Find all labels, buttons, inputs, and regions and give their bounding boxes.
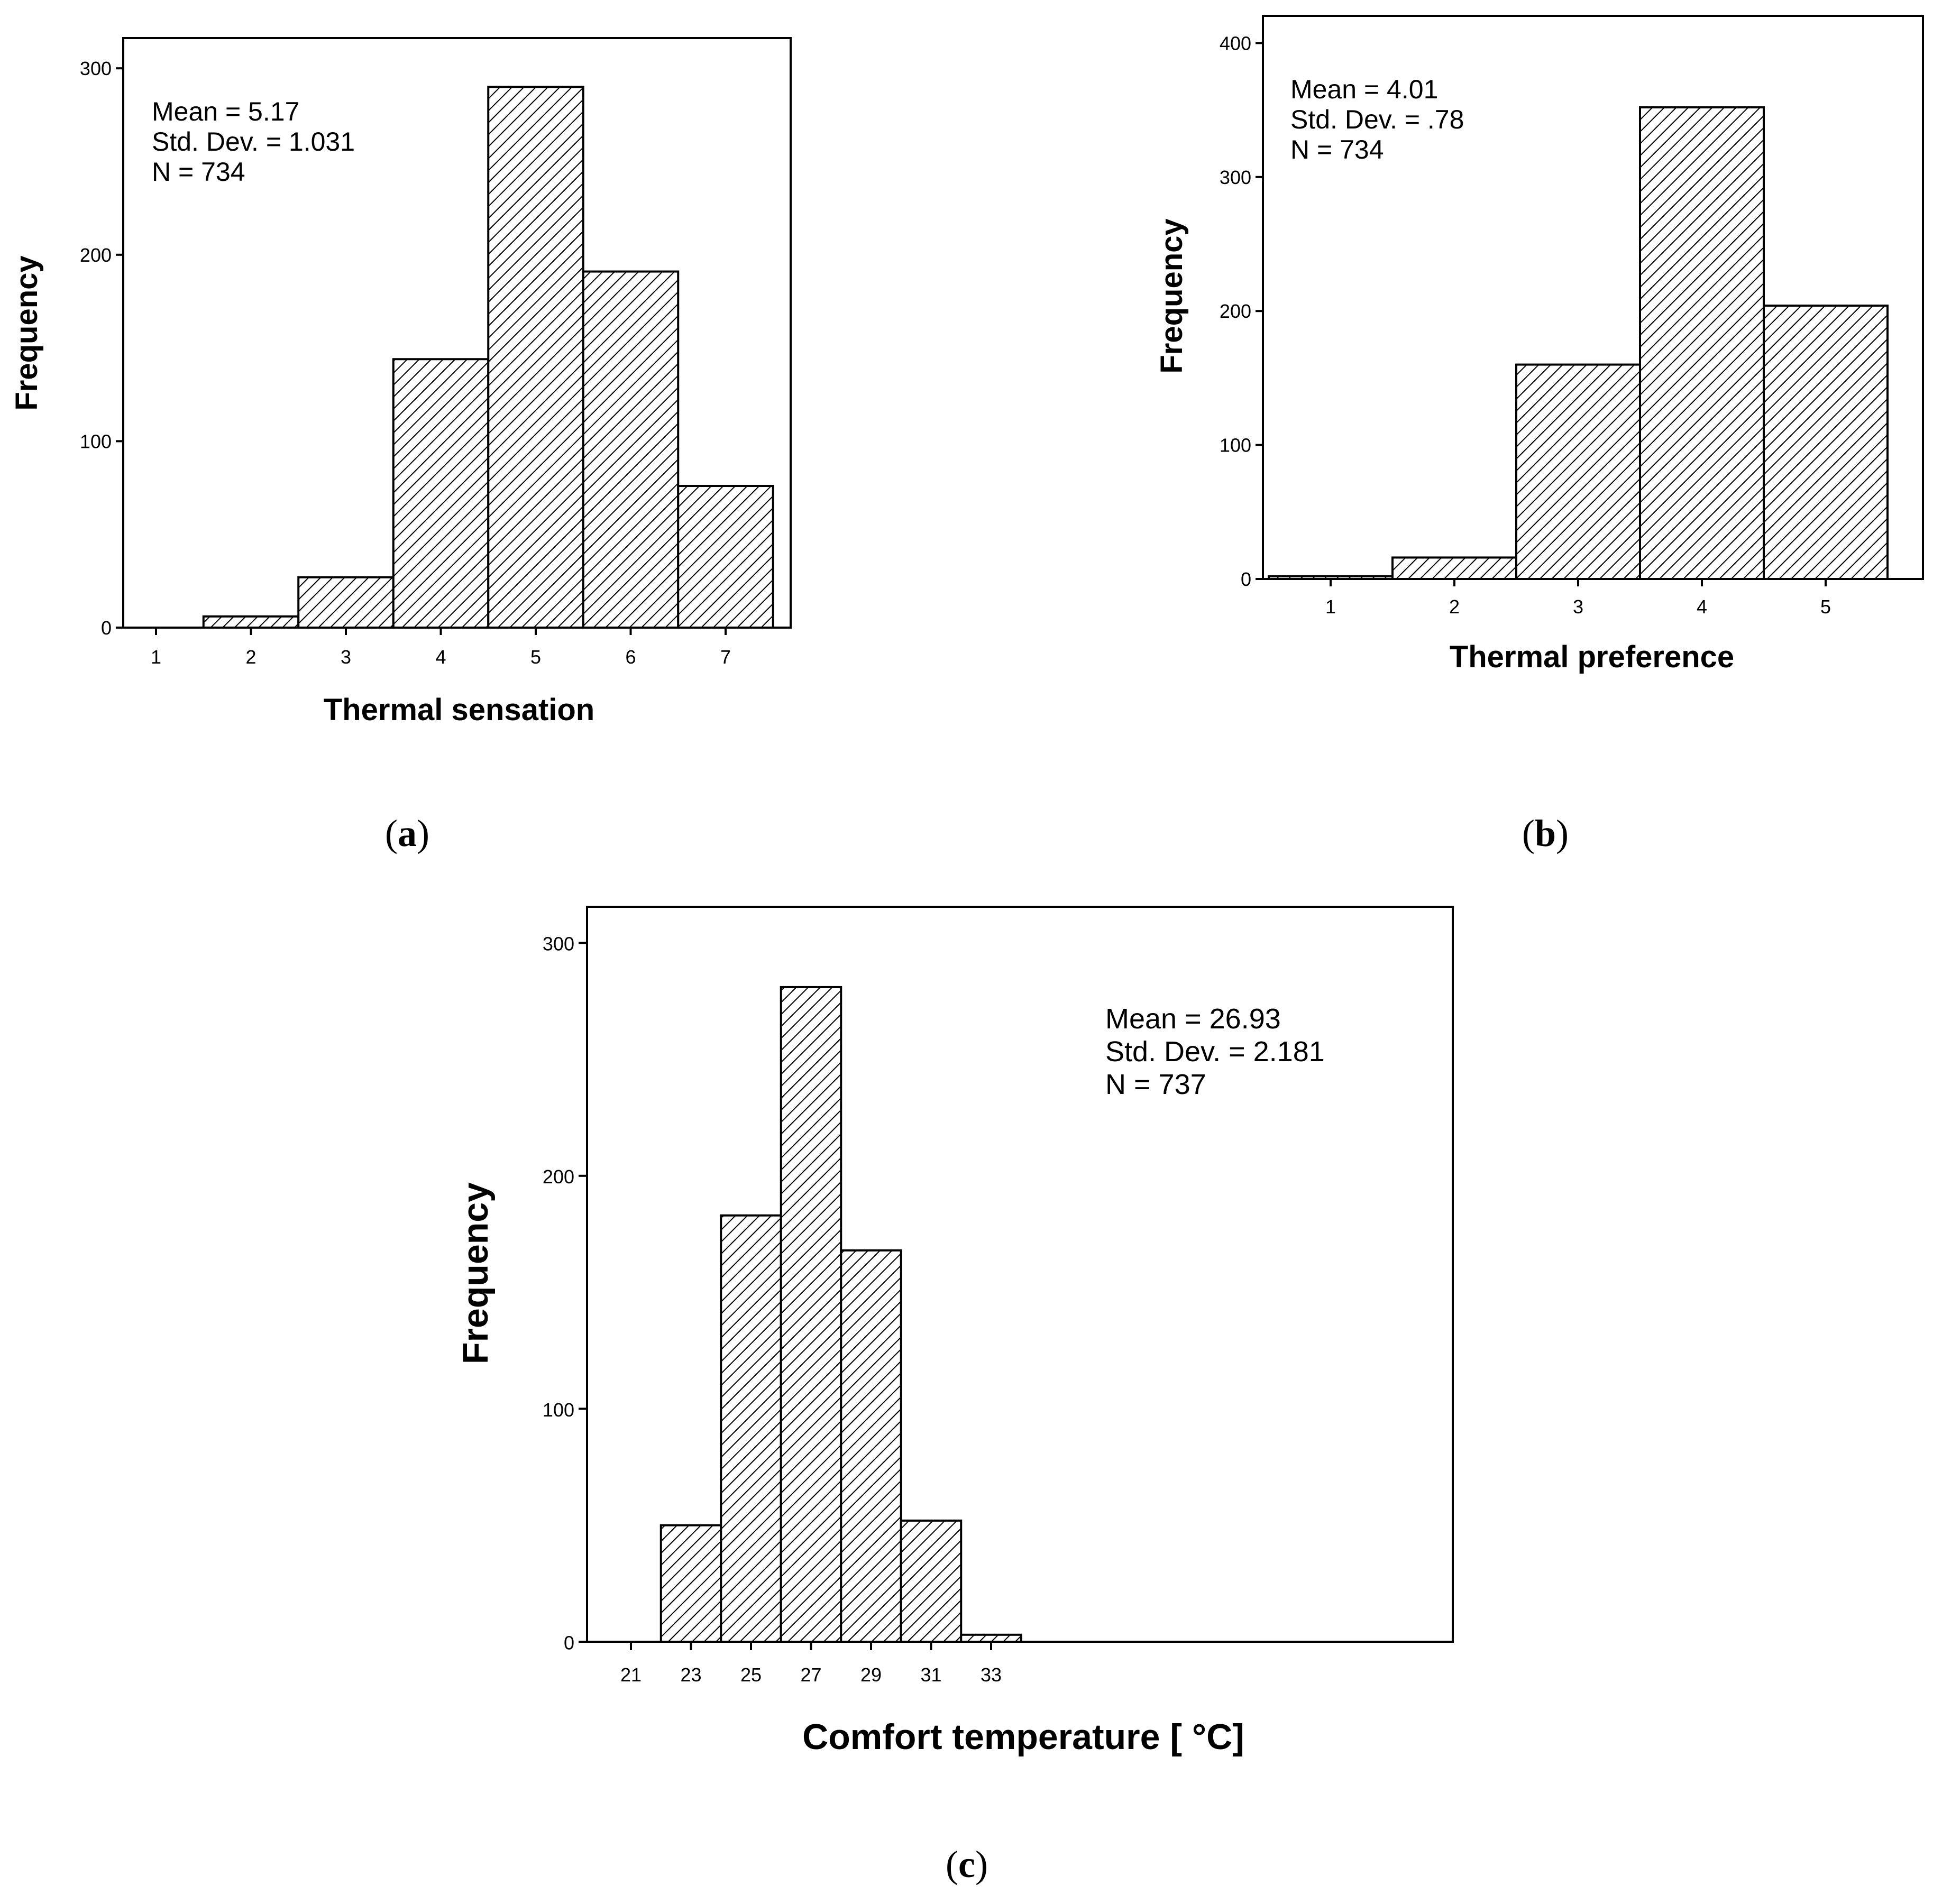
chart-b-xlabel: Thermal preference <box>1450 640 1734 674</box>
chart-c-x-tick-label-31: 31 <box>920 1664 941 1686</box>
chart-c-y-axis: 0 100 200 300 <box>543 933 587 1653</box>
chart-c-y-tick-label-300: 300 <box>543 933 574 955</box>
chart-a: 0 100 200 300 1 2 3 4 5 6 7 Mean = 5.17 Std. Dev.… <box>10 37 792 854</box>
chart-b-bar-5 <box>1763 305 1889 580</box>
chart-a-stat-std: Std. Dev. = 1.031 <box>152 127 355 157</box>
chart-b-stat-n: N = 734 <box>1290 135 1384 164</box>
chart-a-x-tick-label-3: 3 <box>341 646 351 668</box>
chart-c-xlabel: Comfort temperature [ °C] <box>802 1717 1244 1757</box>
chart-b-caption: (b) <box>1522 812 1569 854</box>
chart-a-y-tick-label-200: 200 <box>80 244 112 266</box>
chart-b-ylabel: Frequency <box>1155 218 1189 373</box>
chart-a-x-tick-label-7: 7 <box>720 646 731 668</box>
chart-c-x-tick-label-27: 27 <box>800 1664 821 1686</box>
chart-a-x-tick-label-2: 2 <box>245 646 256 668</box>
chart-c-y-tick-label-200: 200 <box>543 1166 574 1188</box>
chart-b-x-axis: 1 2 3 4 5 <box>1325 579 1831 618</box>
chart-b-stat-mean: Mean = 4.01 <box>1290 75 1438 104</box>
chart-c-x-tick-label-21: 21 <box>620 1664 642 1686</box>
chart-b-x-tick-label-1: 1 <box>1325 596 1336 618</box>
chart-a-x-tick-label-4: 4 <box>435 646 446 668</box>
chart-a-xlabel: Thermal sensation <box>324 693 594 727</box>
chart-c-bar-24-26 <box>720 1214 782 1643</box>
chart-a-bar-2 <box>202 615 300 629</box>
chart-c-caption: (c) <box>946 1843 988 1885</box>
chart-a-x-tick-label-5: 5 <box>530 646 541 668</box>
chart-c-x-tick-label-33: 33 <box>981 1664 1002 1686</box>
chart-c-bar-30-32 <box>900 1519 963 1643</box>
chart-a-y-tick-label-300: 300 <box>80 58 112 79</box>
chart-a-y-axis: 0 100 200 300 <box>80 58 123 639</box>
chart-c-x-tick-label-25: 25 <box>740 1664 762 1686</box>
chart-b-bar-4 <box>1639 106 1765 581</box>
chart-a-stat-n: N = 734 <box>152 157 245 187</box>
chart-c-bar-28-30 <box>840 1249 902 1643</box>
chart-c-bar-22-24 <box>659 1524 722 1643</box>
chart-a-bar-7 <box>677 485 774 629</box>
chart-a-y-tick-label-0: 0 <box>101 617 112 639</box>
chart-a-bar-6 <box>582 270 680 629</box>
chart-b-bar-3 <box>1515 363 1641 580</box>
chart-b-y-tick-label-300: 300 <box>1220 167 1251 188</box>
chart-b: 0 100 200 300 400 1 2 3 4 5 Mean = 4.01 Std. Dev… <box>1155 15 1924 854</box>
chart-c-bars <box>659 986 1022 1643</box>
chart-b-y-tick-label-200: 200 <box>1220 300 1251 322</box>
chart-b-bars <box>1268 106 1889 581</box>
chart-b-x-tick-label-4: 4 <box>1697 596 1707 618</box>
chart-b-bar-1 <box>1268 575 1394 581</box>
chart-b-x-tick-label-3: 3 <box>1573 596 1583 618</box>
chart-b-bar-2 <box>1391 556 1517 581</box>
chart-b-x-tick-label-2: 2 <box>1449 596 1460 618</box>
chart-a-x-axis: 1 2 3 4 5 6 7 <box>151 628 731 668</box>
chart-b-y-tick-label-400: 400 <box>1220 32 1251 54</box>
chart-c-stat-n: N = 737 <box>1105 1069 1206 1100</box>
chart-a-bars <box>202 86 774 629</box>
chart-b-y-tick-label-0: 0 <box>1241 568 1251 590</box>
chart-c-bar-26-28 <box>780 986 842 1643</box>
chart-a-stat-mean: Mean = 5.17 <box>152 97 299 126</box>
chart-b-y-tick-label-100: 100 <box>1220 435 1251 456</box>
chart-b-x-tick-label-5: 5 <box>1820 596 1831 618</box>
chart-a-ylabel: Frequency <box>10 255 44 410</box>
chart-b-stat-std: Std. Dev. = .78 <box>1290 105 1464 134</box>
chart-b-y-axis: 0 100 200 300 400 <box>1220 32 1263 590</box>
chart-a-caption: (a) <box>385 812 429 854</box>
chart-c-x-tick-label-29: 29 <box>860 1664 882 1686</box>
chart-a-x-tick-label-6: 6 <box>625 646 636 668</box>
chart-a-y-tick-label-100: 100 <box>80 430 112 452</box>
chart-c-y-tick-label-100: 100 <box>543 1399 574 1421</box>
chart-c-y-tick-label-0: 0 <box>564 1632 574 1653</box>
chart-c-ylabel: Frequency <box>455 1182 496 1364</box>
chart-c-x-tick-label-23: 23 <box>680 1664 701 1686</box>
chart-a-bar-4 <box>392 358 490 629</box>
chart-a-bar-3 <box>297 576 395 629</box>
chart-c-stat-mean: Mean = 26.93 <box>1105 1003 1281 1035</box>
chart-c-stat-std: Std. Dev. = 2.181 <box>1105 1036 1325 1068</box>
chart-c-x-axis: 21 23 25 27 29 31 33 <box>620 1642 1002 1686</box>
chart-a-x-tick-label-1: 1 <box>151 646 161 668</box>
chart-a-bar-5 <box>487 86 584 629</box>
chart-c-bar-32-34 <box>960 1633 1022 1643</box>
chart-c: 0 100 200 300 21 23 25 27 29 31 33 Mean = 26.93 S… <box>455 906 1454 1885</box>
